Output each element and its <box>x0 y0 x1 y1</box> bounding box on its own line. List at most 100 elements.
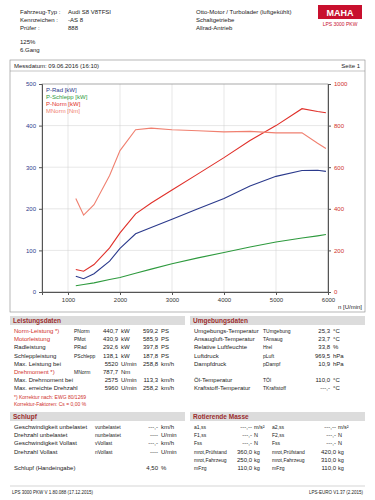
row-unit: U/min <box>121 377 137 383</box>
chart: 1000200030004000500060000100200300400500… <box>26 81 362 310</box>
tick-mark <box>224 292 225 295</box>
row-value: 787,7 <box>103 369 119 375</box>
row-unit: kg <box>338 465 344 471</box>
tick: 0 <box>328 289 338 295</box>
row-unit: U/min <box>121 361 137 367</box>
row-label: Drehzahl Vollast <box>14 449 58 455</box>
tick-label: 4000 <box>218 297 232 303</box>
tick: 1000 <box>62 292 76 303</box>
tick: 200 <box>328 248 345 254</box>
tick: 200 <box>26 206 42 212</box>
heading-bar <box>190 412 365 421</box>
tick-mark <box>328 126 331 127</box>
row-label: Luftdruck <box>194 353 220 359</box>
row-symbol: F1,ss <box>194 432 207 438</box>
tick-mark <box>68 292 69 295</box>
row-symbol: a1,ss <box>194 424 206 430</box>
tick: 3000 <box>166 292 180 303</box>
row-unit: °C <box>333 377 340 383</box>
row-symbol: a2,ss <box>272 424 284 430</box>
tick-mark <box>39 126 42 127</box>
tick-label: 2000 <box>114 297 128 303</box>
engine-info: Allrad-Antrieb <box>196 25 233 31</box>
tick: 500 <box>26 81 42 87</box>
row-symbol: pDampf <box>263 361 281 367</box>
row-symbol: PMot <box>74 336 86 342</box>
row-symbol: mFzg <box>194 465 207 471</box>
row-unit: km/h <box>161 385 174 391</box>
tick-mark <box>39 84 42 85</box>
row-unit: PS <box>161 336 169 342</box>
field-label: Fahrzeug-Typ : <box>20 9 61 15</box>
legend: P-Rad [kW]P-Schlepp [kW]P-Norm [kW]MNorm… <box>46 87 88 114</box>
tick-label: 200 <box>334 248 345 254</box>
note: Korrektur-Faktoren: Cs = 0,00 % <box>14 401 87 407</box>
row-label: Max. Drehmoment bei <box>14 377 73 383</box>
row-unit: Nm <box>121 369 130 375</box>
row-label: Schleppleistung <box>14 353 56 359</box>
row-label: Radleistung <box>14 344 46 350</box>
series-lines <box>76 109 326 286</box>
grid-line-y <box>42 125 328 126</box>
row-value: 113,3 <box>143 377 158 383</box>
logo-box <box>318 5 362 19</box>
tick: 300 <box>26 165 42 171</box>
section-schlupf: Geschwindigkeit unbelastetvunbelastet---… <box>14 424 177 471</box>
row-symbol: mrot,Prüfstand <box>272 449 305 455</box>
row-unit: °C <box>333 328 340 334</box>
field-value: 888 <box>68 25 79 31</box>
grid-line-y <box>42 167 328 168</box>
row-symbol: mrot,Prüfstand <box>194 449 227 455</box>
row-unit: PS <box>161 344 169 350</box>
field-label: Kennzeichen : <box>20 17 58 23</box>
legend-entry: P-Norm [kW] <box>46 101 81 107</box>
tick-mark <box>39 292 42 293</box>
tick-label: 400 <box>334 206 345 212</box>
row-value: 258,8 <box>143 361 159 367</box>
row-unit: % <box>333 344 339 350</box>
tick-label: 800 <box>334 123 345 129</box>
section-title: Schlupf <box>13 413 38 421</box>
tick-mark <box>328 292 331 293</box>
row-symbol: vunbelastet <box>95 424 121 430</box>
tick-label: 0 <box>334 289 338 295</box>
row-value: ---,- <box>320 385 330 391</box>
row-unit: °C <box>333 336 340 342</box>
chart-frame: Messdatum: 09.06.2016 (16:10)Seite 1 <box>10 60 365 312</box>
tick-mark <box>328 209 331 210</box>
row-label: Dampfdruck <box>194 361 227 367</box>
tick-label: 6000 <box>322 297 336 303</box>
tick-label: 600 <box>334 165 345 171</box>
section-umgebungsdaten: Umgebungs-TemperaturTUmgebung25,3°CAnsau… <box>194 328 344 391</box>
row-value: 440,7 <box>103 328 119 334</box>
grid-line-x <box>276 84 277 292</box>
row-unit: U/min <box>161 449 177 455</box>
row-label: Umgebungs-Temperatur <box>194 328 259 334</box>
row-symbol: mFzg <box>272 465 285 471</box>
row-value: 310,0 <box>321 457 337 463</box>
field-value: -AS 8 <box>68 17 84 23</box>
row-value: 599,2 <box>143 328 159 334</box>
row-value: 430,9 <box>103 336 119 342</box>
tick-mark <box>39 209 42 210</box>
row-symbol: Hrel <box>263 344 272 350</box>
row-value: ---,- <box>326 440 336 446</box>
row-unit: km/h <box>161 361 174 367</box>
row-symbol: TUmgebung <box>263 328 291 334</box>
row-unit: kg <box>254 465 260 471</box>
row-value: 292,6 <box>103 344 119 350</box>
series-line <box>76 128 326 215</box>
legend-entry: MNorm [Nm] <box>46 108 80 114</box>
y-axis: 0100200300400500 <box>26 81 43 295</box>
row-value: 5520 <box>105 361 119 367</box>
header: Fahrzeug-Typ :Audi S8 V8TFSIKennzeichen … <box>20 5 362 53</box>
grid-line-y <box>42 208 328 209</box>
x-axis-title: n [U/min] <box>338 304 362 310</box>
row-unit: U/min <box>161 432 177 438</box>
tick-label: 400 <box>26 123 37 129</box>
footer-text: LPS-EURO V1.37 (2.2015) <box>309 490 364 495</box>
row-value: 4,50 <box>146 465 158 471</box>
field-extra: 6.Gang <box>20 47 40 53</box>
page: Fahrzeug-Typ :Audi S8 V8TFSIKennzeichen … <box>0 0 375 500</box>
row-unit: N <box>338 432 342 438</box>
